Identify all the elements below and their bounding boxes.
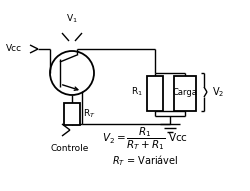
- Bar: [64, 103, 80, 125]
- Text: $R_T$ = Variável: $R_T$ = Variável: [112, 154, 178, 168]
- Text: Controle: Controle: [51, 144, 89, 153]
- Text: Carga: Carga: [172, 87, 198, 96]
- Text: V$_1$: V$_1$: [66, 13, 78, 25]
- Bar: [147, 76, 163, 111]
- Text: R$_1$: R$_1$: [131, 86, 143, 98]
- Text: V$_2$: V$_2$: [212, 85, 224, 99]
- Text: Vcc: Vcc: [6, 44, 22, 53]
- Bar: [174, 76, 196, 111]
- Text: R$_T$: R$_T$: [83, 108, 96, 120]
- Text: $V_2 = \dfrac{R_1}{R_T + R_1}$ Vcc: $V_2 = \dfrac{R_1}{R_T + R_1}$ Vcc: [102, 125, 188, 152]
